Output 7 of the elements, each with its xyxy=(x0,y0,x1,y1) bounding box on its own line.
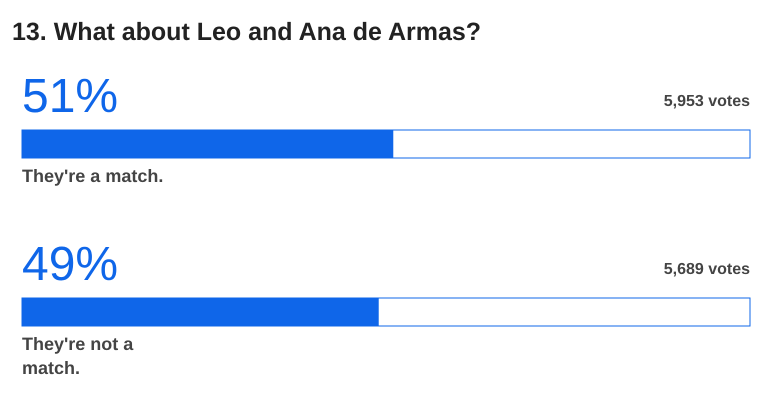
chart-title: 13. What about Leo and Ana de Armas? xyxy=(12,18,482,46)
data-label: 49% xyxy=(22,238,118,291)
annotation: 5,689 votes xyxy=(664,261,750,278)
y-tick-label: They're not a match. xyxy=(22,334,134,378)
y-tick-label: They're a match. xyxy=(22,166,164,186)
data-label: 51% xyxy=(22,70,118,123)
annotation: 5,953 votes xyxy=(664,93,750,110)
